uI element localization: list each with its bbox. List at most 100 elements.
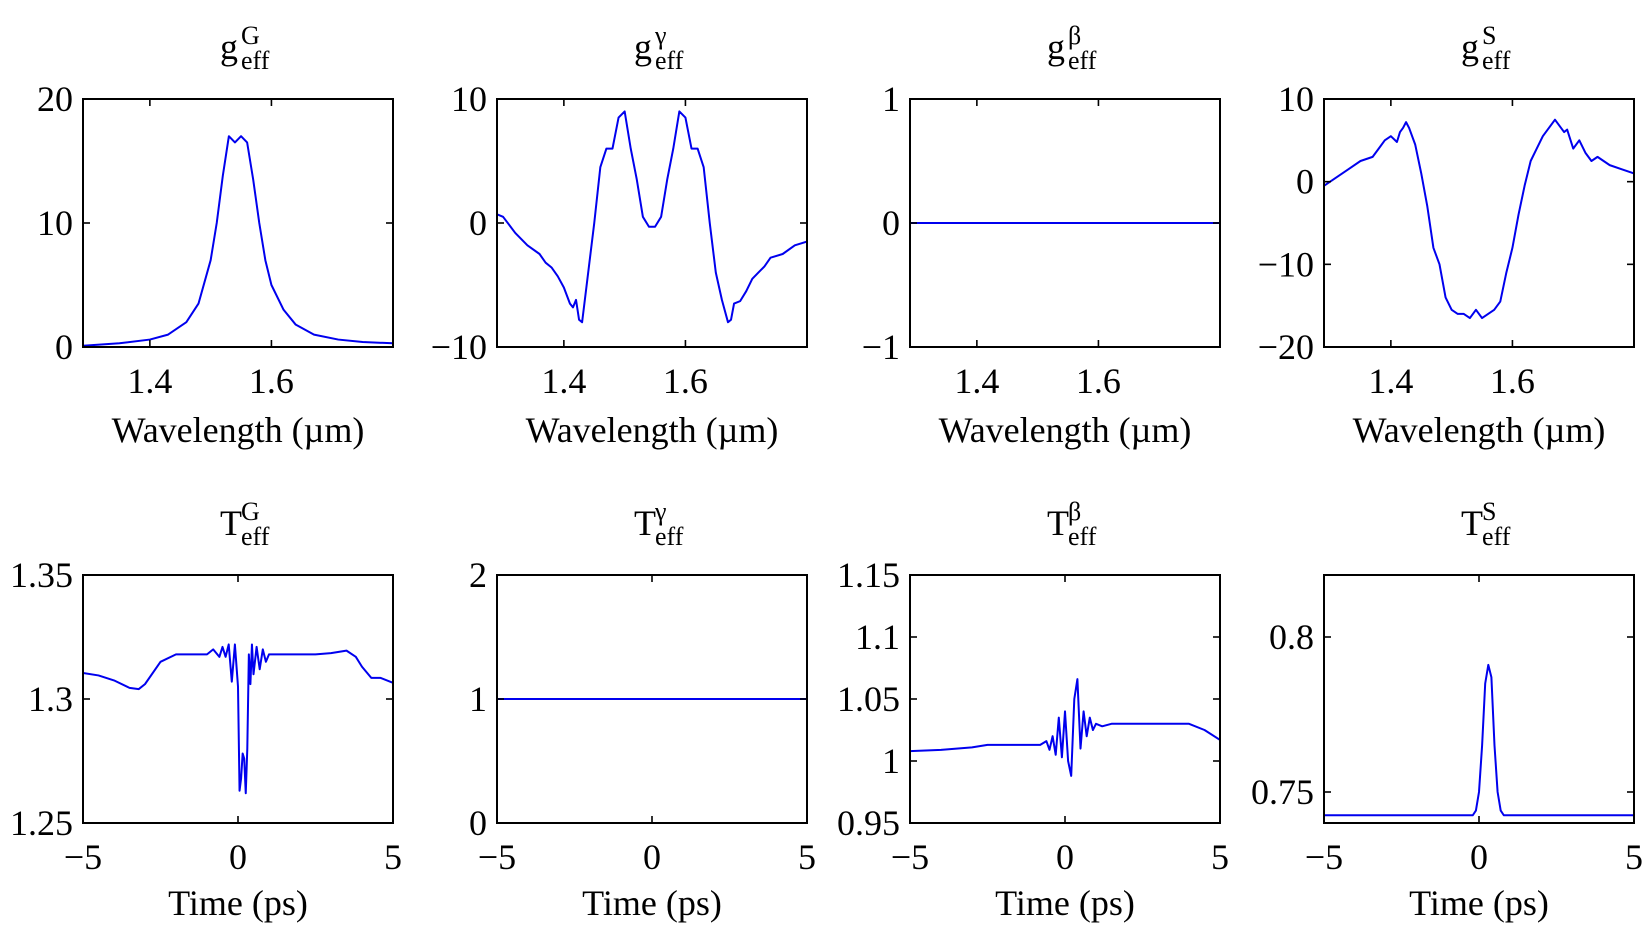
- title-subscript: eff: [655, 522, 684, 551]
- title-base: T: [220, 503, 242, 543]
- axes-frame: [909, 574, 1221, 824]
- axes-frame: [496, 98, 808, 348]
- title-superscript: γ: [654, 21, 667, 50]
- y-tick-label: 2: [469, 555, 487, 595]
- axes-frame: [1323, 98, 1635, 348]
- subplot-5: TG eff −5 0 5 1.25 1.3 1.35 Time (ps): [10, 497, 402, 923]
- subplot-title: g γ eff: [634, 21, 684, 75]
- x-tick-label: 5: [1211, 837, 1229, 877]
- title-base: T: [634, 503, 656, 543]
- subplot-title: TG eff: [220, 497, 270, 551]
- y-tick-label: 0: [469, 203, 487, 243]
- x-axis-label: Wavelength (µm): [939, 410, 1192, 450]
- x-tick-label: 1.6: [249, 361, 294, 401]
- y-tick-label: 1: [882, 741, 900, 781]
- y-tick-label: 0: [1296, 162, 1314, 202]
- y-tick-label: 1.3: [28, 679, 73, 719]
- subplot-8: TS eff −5 0 5 0.75 0.8 Time (ps): [1251, 497, 1643, 923]
- title-superscript: G: [241, 21, 260, 50]
- y-tick-label: 1.1: [855, 617, 900, 657]
- axes-frame: [82, 98, 394, 348]
- y-tick-label: 10: [37, 203, 73, 243]
- title-subscript: eff: [1068, 46, 1097, 75]
- x-axis-label: Time (ps): [995, 883, 1135, 923]
- x-tick-label: 0: [643, 837, 661, 877]
- x-axis-label: Wavelength (µm): [1353, 410, 1606, 450]
- y-tick-label: 1.35: [10, 555, 73, 595]
- y-tick-label: 0: [882, 203, 900, 243]
- title-subscript: eff: [655, 46, 684, 75]
- x-tick-label: 5: [384, 837, 402, 877]
- title-subscript: eff: [241, 46, 270, 75]
- x-tick-label: 0: [229, 837, 247, 877]
- series-line-TS_eff: [1324, 663, 1634, 817]
- y-tick-label: −10: [1258, 244, 1314, 284]
- x-tick-label: 5: [1625, 837, 1643, 877]
- y-tick-label: −10: [431, 327, 487, 367]
- y-tick-label: 0.75: [1251, 772, 1314, 812]
- x-axis-label: Wavelength (µm): [112, 410, 365, 450]
- title-superscript: β: [1068, 21, 1081, 50]
- x-tick-label: 0: [1470, 837, 1488, 877]
- subplot-title: Tγ eff: [634, 497, 684, 551]
- x-tick-label: −5: [1305, 837, 1343, 877]
- title-base: g: [220, 27, 238, 67]
- title-base: T: [1047, 503, 1069, 543]
- title-subscript: eff: [1482, 522, 1511, 551]
- x-tick-label: 1.4: [541, 361, 586, 401]
- x-tick-label: 1.6: [1490, 361, 1535, 401]
- title-superscript: β: [1068, 497, 1081, 526]
- x-tick-label: 5: [798, 837, 816, 877]
- x-tick-label: 1.4: [954, 361, 999, 401]
- x-axis-label: Wavelength (µm): [526, 410, 779, 450]
- y-tick-label: 1.15: [837, 555, 900, 595]
- x-tick-label: 1.6: [1076, 361, 1121, 401]
- series-line-gS_eff: [1324, 118, 1634, 320]
- y-tick-label: 20: [37, 79, 73, 119]
- y-tick-label: 1: [469, 679, 487, 719]
- x-tick-label: 1.6: [663, 361, 708, 401]
- x-tick-label: 1.4: [127, 361, 172, 401]
- x-tick-label: −5: [64, 837, 102, 877]
- title-subscript: eff: [1482, 46, 1511, 75]
- y-tick-label: 1: [882, 79, 900, 119]
- title-superscript: G: [241, 497, 260, 526]
- y-tick-label: 1.25: [10, 803, 73, 843]
- x-tick-label: 0: [1056, 837, 1074, 877]
- y-tick-label: 10: [451, 79, 487, 119]
- y-tick-label: −1: [862, 327, 900, 367]
- subplot-3: g β eff 1.4 1.6 −1 0 1 Wavelength (µm): [862, 21, 1221, 450]
- title-base: g: [1047, 27, 1065, 67]
- series-line-ggamma_eff: [497, 110, 807, 324]
- x-tick-label: −5: [891, 837, 929, 877]
- x-tick-label: −5: [478, 837, 516, 877]
- subplot-title: Tβ eff: [1047, 497, 1097, 551]
- x-axis-label: Time (ps): [1409, 883, 1549, 923]
- subplot-7: Tβ eff −5 0 5 0.95 1 1.05 1.1 1.15 Time (ps): [837, 497, 1229, 923]
- y-tick-label: 0.95: [837, 803, 900, 843]
- title-base: g: [634, 27, 652, 67]
- y-tick-label: 10: [1278, 79, 1314, 119]
- title-superscript: S: [1482, 21, 1496, 50]
- series-line-Tbeta_eff: [910, 678, 1220, 777]
- series-line-TG_eff: [83, 643, 393, 795]
- subplot-title: g β eff: [1047, 21, 1097, 75]
- y-tick-label: 0: [469, 803, 487, 843]
- title-base: T: [1461, 503, 1483, 543]
- x-axis-label: Time (ps): [582, 883, 722, 923]
- subplot-2: g γ eff 1.4 1.6 −10 0 10 Wavelength (µm): [431, 21, 808, 450]
- subplot-title: TS eff: [1461, 497, 1511, 551]
- x-tick-label: 1.4: [1368, 361, 1413, 401]
- title-superscript: γ: [654, 497, 667, 526]
- series-line-gG_eff: [83, 135, 393, 347]
- x-axis-label: Time (ps): [168, 883, 308, 923]
- title-subscript: eff: [1068, 522, 1097, 551]
- title-superscript: S: [1482, 497, 1496, 526]
- y-tick-label: −20: [1258, 327, 1314, 367]
